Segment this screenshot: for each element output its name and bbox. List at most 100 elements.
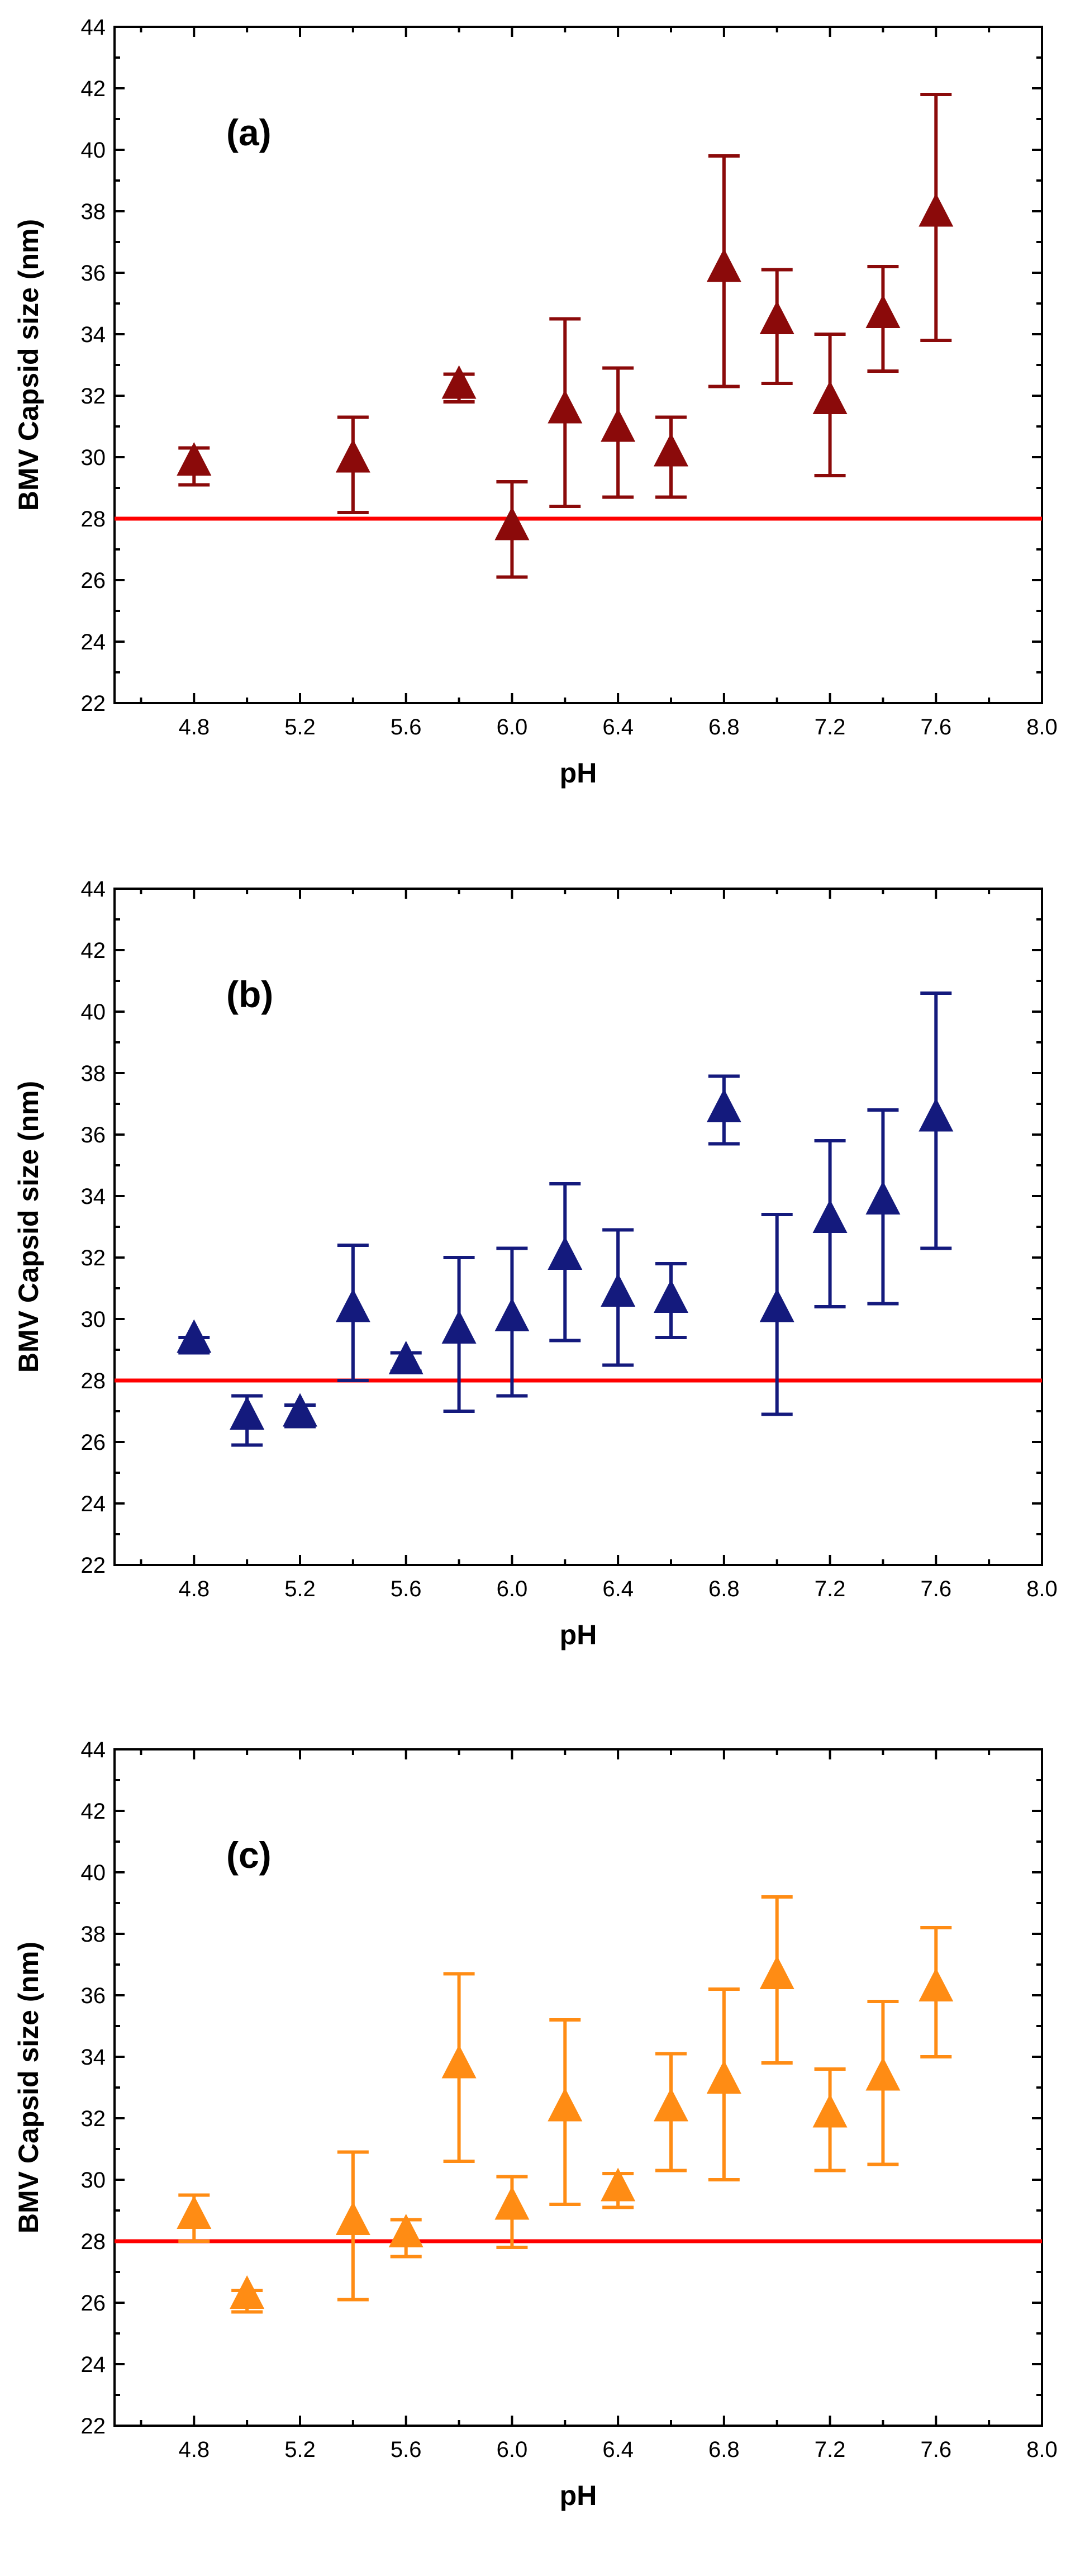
y-tick-label: 30 [81, 2168, 106, 2193]
chart-panel-c: 22 24 26 28 30 32 34 36 38 40 42 44 4.8 5.2 5.6 6.0 6.4 6… [13, 1738, 1058, 2511]
x-tick-label: 7.6 [920, 1577, 951, 1601]
data-point [230, 2275, 265, 2309]
y-tick-label: 24 [81, 2352, 106, 2377]
y-tick-label: 44 [81, 877, 106, 902]
y-tick-label: 22 [81, 1553, 106, 1578]
x-tick-label: 4.8 [178, 2437, 210, 2462]
data-point [865, 295, 901, 328]
x-axis-title: pH [560, 1619, 597, 1650]
data-point [706, 2060, 741, 2094]
y-tick-label: 28 [81, 507, 106, 532]
y-tick-label: 40 [81, 138, 106, 163]
y-tick-label: 44 [81, 15, 106, 40]
data-point [706, 248, 741, 282]
data-point [865, 1181, 901, 1215]
y-tick-label: 44 [81, 1738, 106, 1762]
panel-label: (c) [226, 1834, 272, 1876]
x-tick-label: 5.2 [284, 2437, 316, 2462]
y-tick-label: 26 [81, 2291, 106, 2316]
y-tick-label: 34 [81, 2045, 106, 2070]
data-point [601, 1273, 636, 1307]
x-tick-label: 8.0 [1026, 715, 1058, 739]
data-point [919, 193, 954, 227]
data-point [548, 1236, 583, 1270]
panel-label: (b) [226, 974, 273, 1015]
data-point [388, 2214, 423, 2247]
x-tick-label: 8.0 [1026, 1577, 1058, 1601]
y-tick-label: 22 [81, 691, 106, 716]
x-tick-label: 7.2 [815, 715, 846, 739]
x-tick-label: 6.0 [497, 2437, 528, 2462]
data-point [441, 365, 477, 399]
y-tick-label: 32 [81, 384, 106, 409]
x-tick-label: 8.0 [1026, 2437, 1058, 2462]
y-tick-label: 34 [81, 322, 106, 347]
data-point [759, 301, 794, 334]
y-tick-label: 30 [81, 1307, 106, 1332]
y-tick-label: 28 [81, 1369, 106, 1393]
chart-panel-a: 22 24 26 28 30 32 34 36 38 40 42 44 4.8 5.2 5.6 6.0 6.4 6… [13, 15, 1058, 789]
data-point [494, 506, 530, 540]
data-point [919, 1098, 954, 1132]
data-point [335, 2202, 370, 2235]
x-tick-label: 5.6 [391, 1577, 422, 1601]
data-point [548, 2088, 583, 2122]
y-tick-label: 40 [81, 1000, 106, 1024]
y-axis-title: BMV Capsid size (nm) [13, 219, 44, 511]
y-tick-label: 38 [81, 200, 106, 224]
data-point [812, 1199, 848, 1233]
x-tick-label: 7.2 [815, 1577, 846, 1601]
x-tick-label: 7.2 [815, 2437, 846, 2462]
x-tick-label: 5.6 [391, 715, 422, 739]
y-tick-label: 42 [81, 77, 106, 101]
x-tick-label: 5.6 [391, 2437, 422, 2462]
y-axis-title: BMV Capsid size (nm) [13, 1081, 44, 1373]
y-tick-label: 36 [81, 261, 106, 286]
data-point [494, 2186, 530, 2220]
data-point [335, 439, 370, 473]
data-point [177, 442, 212, 476]
x-tick-label: 5.2 [284, 1577, 316, 1601]
panel-label: (a) [226, 112, 272, 153]
data-point [601, 2167, 636, 2202]
data-point [759, 1288, 794, 1322]
x-axis-title: pH [560, 2480, 597, 2511]
data-point [388, 1341, 423, 1374]
x-tick-label: 7.6 [920, 715, 951, 739]
x-tick-label: 6.4 [602, 2437, 634, 2462]
x-tick-label: 4.8 [178, 715, 210, 739]
data-point [654, 433, 688, 467]
data-point [548, 390, 583, 424]
data-point [654, 2088, 688, 2122]
y-tick-label: 36 [81, 1984, 106, 2008]
x-tick-label: 6.4 [602, 715, 634, 739]
y-tick-label: 28 [81, 2229, 106, 2254]
y-tick-label: 38 [81, 1061, 106, 1086]
x-tick-label: 5.2 [284, 715, 316, 739]
data-point [706, 1089, 741, 1122]
y-tick-label: 30 [81, 445, 106, 470]
x-tick-label: 6.4 [602, 1577, 634, 1601]
x-tick-label: 4.8 [178, 1577, 210, 1601]
y-tick-label: 32 [81, 1246, 106, 1270]
data-point [283, 1393, 317, 1427]
y-tick-label: 24 [81, 1492, 106, 1516]
x-tick-label: 6.8 [708, 1577, 740, 1601]
y-tick-label: 26 [81, 1430, 106, 1455]
y-tick-label: 34 [81, 1184, 106, 1209]
y-tick-label: 40 [81, 1861, 106, 1885]
x-tick-label: 6.8 [708, 2437, 740, 2462]
x-tick-label: 6.0 [497, 715, 528, 739]
data-point [759, 1956, 794, 1989]
y-axis-title: BMV Capsid size (nm) [13, 1942, 44, 2233]
data-point [865, 2057, 901, 2091]
x-tick-label: 7.6 [920, 2437, 951, 2462]
y-tick-label: 36 [81, 1123, 106, 1147]
data-point [919, 1968, 954, 2001]
y-tick-label: 22 [81, 2414, 106, 2439]
chart-panel-b: 22 24 26 28 30 32 34 36 38 40 42 44 4.8 5.2 5.6 6.0 6.4 6… [13, 877, 1058, 1650]
data-point [812, 381, 848, 414]
data-point [601, 408, 636, 442]
y-tick-label: 26 [81, 568, 106, 593]
